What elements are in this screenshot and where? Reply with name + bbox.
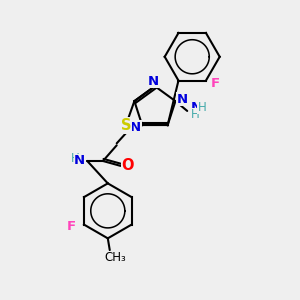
Text: F: F (67, 220, 76, 233)
Text: N: N (191, 100, 202, 113)
Text: H: H (71, 152, 80, 164)
Text: H: H (198, 100, 207, 113)
Text: N: N (130, 121, 141, 134)
Text: N: N (177, 93, 188, 106)
Text: F: F (211, 77, 220, 90)
Text: CH₃: CH₃ (105, 251, 127, 265)
Text: H: H (191, 108, 200, 122)
Text: N: N (74, 154, 85, 167)
Text: O: O (121, 158, 134, 173)
Text: S: S (121, 118, 132, 133)
Text: N: N (147, 75, 158, 88)
